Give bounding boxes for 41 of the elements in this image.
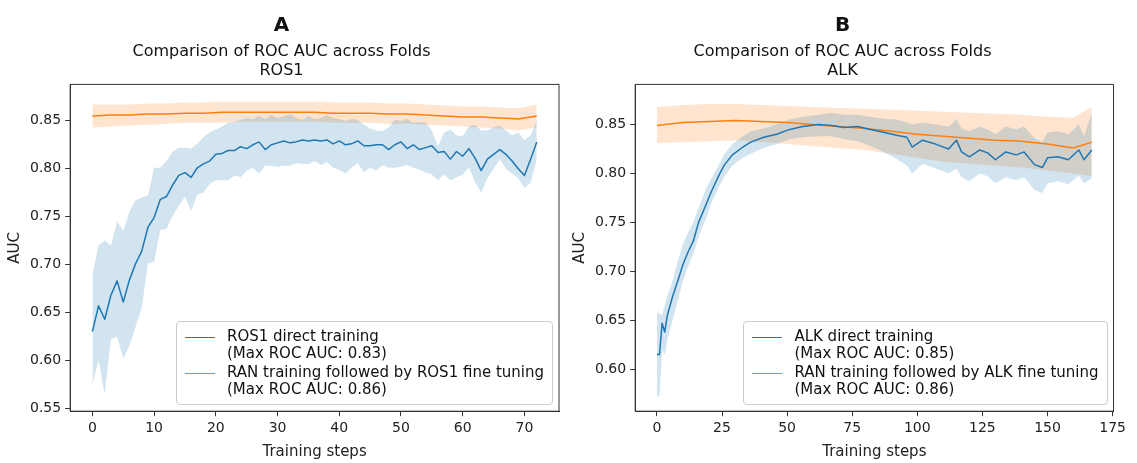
y-tick-label: 0.75	[595, 213, 627, 229]
legend-label: ALK direct training (Max ROC AUC: 0.85)	[794, 327, 955, 363]
chart-title: A	[273, 12, 290, 37]
y-tick-label: 0.85	[595, 115, 627, 132]
legend-label: RAN training followed by ROS1 fine tuning (Max ROC AUC: 0.86)	[227, 363, 544, 399]
chart-title: B	[834, 12, 851, 37]
y-tick-label: 0.80	[30, 159, 62, 176]
x-tick-label: 0	[652, 419, 662, 436]
y-tick-label: 0.60	[595, 359, 627, 376]
x-tick-label: 40	[330, 419, 349, 436]
x-tick-label: 20	[206, 419, 225, 436]
y-tick-label: 0.65	[595, 310, 627, 327]
y-tick-label: 0.60	[30, 351, 62, 368]
y-tick-label: 0.55	[30, 398, 62, 415]
x-tick-label: 150	[1034, 419, 1061, 436]
x-tick-label: 25	[713, 419, 731, 436]
x-tick-label: 30	[268, 419, 287, 436]
y-tick-label: 0.80	[595, 164, 627, 181]
x-tick-label: 50	[778, 419, 797, 436]
x-tick-label: 10	[145, 419, 164, 436]
x-axis-title: Training steps	[261, 441, 367, 460]
y-axis-title: AUC	[569, 231, 588, 264]
y-tick-label: 0.75	[30, 207, 62, 224]
y-tick-label: 0.65	[30, 303, 62, 320]
x-tick-label: 60	[453, 419, 472, 436]
x-tick-label: 70	[515, 419, 534, 436]
chart-subtitle: Comparison of ROC AUC across Folds ALK	[693, 40, 992, 79]
x-tick-label: 125	[969, 419, 996, 436]
legend-label: ROS1 direct training (Max ROC AUC: 0.83)	[227, 327, 387, 363]
x-tick-label: 75	[843, 419, 862, 436]
x-tick-label: 175	[1099, 419, 1126, 436]
legend-label: RAN training followed by ALK fine tuning (Max ROC AUC: 0.86)	[794, 363, 1099, 399]
y-tick-label: 0.70	[30, 255, 62, 272]
chart-subtitle: Comparison of ROC AUC across Folds ROS1	[132, 40, 431, 79]
x-tick-label: 0	[87, 419, 97, 436]
y-axis-title: AUC	[4, 231, 23, 264]
x-axis-title: Training steps	[821, 441, 927, 460]
y-tick-label: 0.85	[30, 111, 62, 128]
y-tick-label: 0.70	[595, 261, 627, 278]
x-tick-label: 100	[903, 419, 931, 436]
x-tick-label: 50	[392, 419, 410, 436]
